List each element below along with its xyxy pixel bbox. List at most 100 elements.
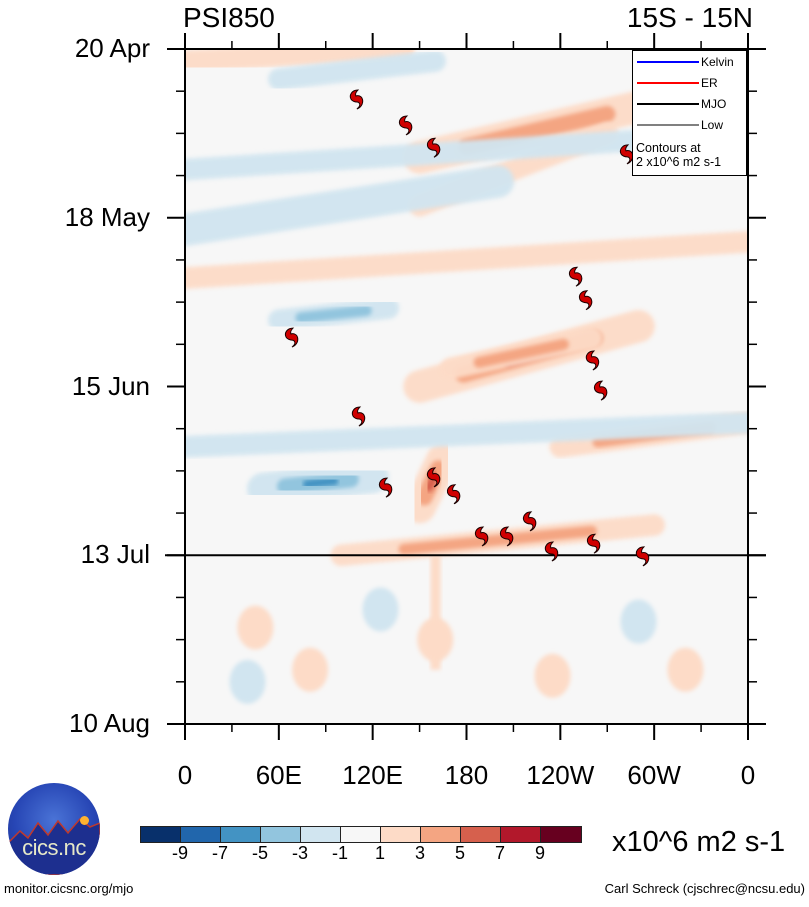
cyclone-glyph (619, 144, 634, 165)
tropical-cyclone-icon (446, 484, 461, 505)
y-tick-label: 20 Apr (74, 33, 150, 63)
cicsnc-logo: cics.nc (8, 783, 100, 875)
colorbar-units: x10^6 m2 s-1 (612, 826, 786, 858)
x-tick-label: 120E (342, 760, 404, 790)
cyclone-glyph (351, 406, 366, 427)
cyclone-glyph (426, 137, 441, 158)
cyclone-glyph (446, 484, 461, 505)
field-band (185, 49, 415, 72)
tropical-cyclone-markers (284, 89, 650, 567)
tropical-cyclone-icon (426, 137, 441, 158)
colorbar-tick-label: 7 (494, 843, 506, 863)
legend-label: MJO (701, 97, 727, 111)
colorbar-tick-label: -1 (331, 843, 349, 863)
field-blob (667, 647, 704, 692)
y-tick-label: 15 Jun (71, 370, 150, 401)
field-blob (620, 599, 657, 644)
tropical-cyclone-icon (568, 266, 583, 287)
colorbar-tick-label: 5 (454, 843, 466, 863)
colorbar-swatch (421, 827, 461, 842)
cyclone-glyph (378, 477, 393, 498)
field-band (185, 165, 515, 247)
legend-item-mjo: MJO (637, 97, 726, 111)
field-blob (237, 605, 274, 650)
colorbar-swatch (301, 827, 341, 842)
tropical-cyclone-icon (378, 477, 393, 498)
cyclone-glyph (585, 350, 600, 371)
legend: Kelvin ER MJO Low Contours at 2 x10^6 m2… (632, 50, 747, 176)
tropical-cyclone-icon (349, 89, 364, 110)
legend-swatch-low (637, 124, 699, 126)
colorbar (140, 826, 582, 843)
y-tick-label: 10 Aug (69, 708, 150, 738)
colorbar-swatch (221, 827, 261, 842)
field-band-core (398, 525, 598, 555)
sun-icon (80, 816, 89, 825)
colorbar-tick-label: -7 (211, 843, 229, 863)
colorbar-swatch (341, 827, 381, 842)
colorbar-tick-label: -3 (291, 843, 309, 863)
chart-title-variable: PSI850 (183, 2, 275, 33)
colorbar-swatch (141, 827, 181, 842)
legend-item-er: ER (637, 76, 718, 90)
x-tick-label: 0 (740, 760, 756, 790)
x-tick-label: 180 (444, 760, 489, 790)
colorbar-tick-label: 3 (414, 843, 426, 863)
tropical-cyclone-icon (635, 546, 650, 567)
colorbar-swatch (461, 827, 501, 842)
tropical-cyclone-icon (499, 526, 514, 547)
cyclone-glyph (544, 541, 559, 562)
colorbar-swatch (181, 827, 221, 842)
field-band-core (473, 338, 569, 368)
tropical-cyclone-icon (398, 115, 413, 136)
field-band-peak (302, 477, 339, 489)
y-tick-label: 13 Jul (80, 539, 150, 570)
colorbar-swatch (541, 827, 581, 842)
tropical-cyclone-icon (284, 327, 299, 348)
y-tick-label: 18 May (64, 201, 150, 232)
tropical-cyclone-icon (522, 511, 537, 532)
cyclone-glyph (578, 290, 593, 311)
field-blob (292, 647, 329, 692)
cyclone-glyph (398, 115, 413, 136)
legend-label: Low (701, 118, 724, 132)
tropical-cyclone-icon (474, 526, 489, 547)
tropical-cyclone-icon (426, 467, 441, 488)
x-tick-label: 120W (526, 760, 595, 790)
field-blob (534, 653, 571, 698)
legend-swatch-er (637, 82, 699, 84)
legend-contour-note: Contours at 2 x10^6 m2 s-1 (636, 141, 721, 169)
cyclone-glyph (349, 89, 364, 110)
legend-label: Kelvin (701, 55, 734, 69)
footer-credit: Carl Schreck (cjschrec@ncsu.edu) (604, 881, 805, 896)
tropical-cyclone-icon (593, 380, 608, 401)
cyclone-glyph (593, 380, 608, 401)
cyclone-glyph (426, 467, 441, 488)
tropical-cyclone-icon (578, 290, 593, 311)
legend-swatch-mjo (637, 103, 699, 105)
mountain-icon (8, 817, 100, 875)
field-blob (229, 659, 266, 704)
field-blob (362, 587, 399, 632)
cyclone-glyph (284, 327, 299, 348)
cyclone-glyph (586, 533, 601, 554)
cyclone-glyph (568, 266, 583, 287)
legend-note-line2: 2 x10^6 m2 s-1 (636, 155, 722, 169)
colorbar-swatch (381, 827, 421, 842)
x-tick-label: 60E (255, 760, 302, 790)
colorbar-tick-label: -5 (251, 843, 269, 863)
footer-url: monitor.cicsnc.org/mjo (4, 881, 134, 896)
logo-text: cics.nc (22, 835, 86, 860)
field-band (185, 411, 748, 458)
tropical-cyclone-icon (585, 350, 600, 371)
field-streak (430, 555, 441, 670)
colorbar-swatch (501, 827, 541, 842)
x-tick-label: 60W (627, 760, 681, 790)
tropical-cyclone-icon (544, 541, 559, 562)
colorbar-tick-label: 9 (534, 843, 546, 863)
tropical-cyclone-icon (351, 406, 366, 427)
legend-label: ER (701, 76, 718, 90)
field-band (185, 231, 748, 289)
colorbar-swatch (261, 827, 301, 842)
x-tick-label: 0 (177, 760, 193, 790)
